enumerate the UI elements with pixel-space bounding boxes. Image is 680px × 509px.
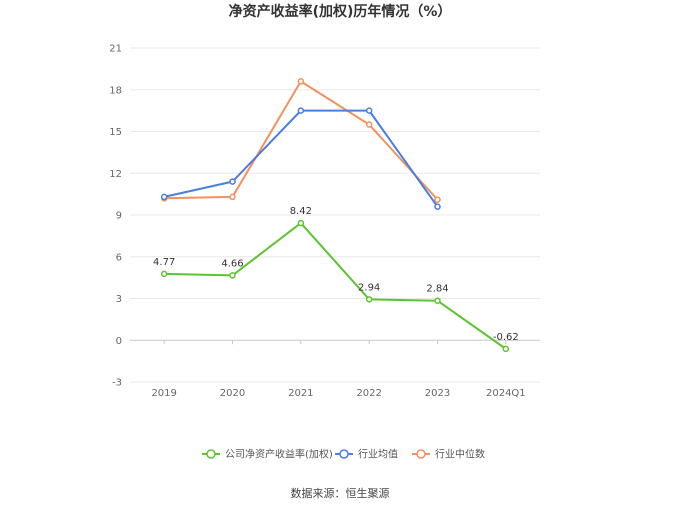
x-tick-label: 2024Q1 xyxy=(486,388,526,399)
y-tick-label: 9 xyxy=(116,211,122,222)
x-axis xyxy=(130,339,540,345)
data-point[interactable] xyxy=(229,178,236,185)
legend-marker-icon xyxy=(206,449,216,459)
legend-label: 行业均值 xyxy=(358,448,398,461)
x-tick-label: 2023 xyxy=(425,388,450,399)
legend-item-1[interactable]: 公司净资产收益率(加权) xyxy=(202,448,333,461)
y-axis-ticks: -3 0 3 6 9 12 15 18 21 xyxy=(109,44,122,389)
series-line xyxy=(164,80,439,201)
data-label: 4.66 xyxy=(221,258,243,269)
data-point[interactable] xyxy=(160,193,168,201)
y-tick-label: 6 xyxy=(116,252,122,263)
data-label: 8.42 xyxy=(290,206,312,217)
data-point[interactable] xyxy=(229,193,236,201)
x-axis-ticks: 2019 2020 2021 2022 2023 2024Q1 xyxy=(151,388,525,399)
series-3 xyxy=(160,78,441,203)
data-point[interactable] xyxy=(434,203,441,210)
grid-lines xyxy=(130,47,540,383)
data-point[interactable] xyxy=(365,121,373,128)
legend: 公司净资产收益率(加权) 行业均值 行业中位数 xyxy=(202,448,485,461)
data-point[interactable] xyxy=(229,272,236,279)
y-tick-label: -3 xyxy=(112,378,122,389)
data-point[interactable] xyxy=(365,107,373,114)
x-tick-label: 2021 xyxy=(288,388,313,399)
data-point[interactable] xyxy=(434,196,441,203)
legend-marker-icon xyxy=(339,449,349,459)
data-label: 2.84 xyxy=(426,284,448,295)
data-point[interactable] xyxy=(297,78,305,85)
data-point[interactable] xyxy=(365,296,373,303)
x-tick-label: 2020 xyxy=(220,388,245,399)
data-label: 4.77 xyxy=(153,257,175,268)
y-tick-label: 18 xyxy=(109,85,122,96)
series-line xyxy=(163,109,439,208)
chart-title: 净资产收益率(加权)历年情况（%） xyxy=(229,3,452,20)
data-point[interactable] xyxy=(502,345,510,353)
legend-label: 行业中位数 xyxy=(435,448,485,461)
series-1: 4.77 4.66 8.42 2.94 2.84 -0.62 xyxy=(153,206,519,353)
series-line xyxy=(164,222,507,350)
x-tick-label: 2022 xyxy=(356,388,381,399)
series-2 xyxy=(160,107,441,210)
legend-label: 公司净资产收益率(加权) xyxy=(225,448,333,461)
x-tick-label: 2019 xyxy=(151,388,176,399)
y-tick-label: 12 xyxy=(109,169,122,180)
y-tick-label: 15 xyxy=(109,127,122,138)
y-tick-label: 0 xyxy=(116,336,122,347)
legend-item-3[interactable]: 行业中位数 xyxy=(412,448,485,461)
legend-item-2[interactable]: 行业均值 xyxy=(335,448,398,461)
data-point[interactable] xyxy=(297,219,305,227)
data-label: -0.62 xyxy=(493,332,519,343)
data-point[interactable] xyxy=(297,107,305,114)
data-label: 2.94 xyxy=(358,282,380,293)
y-tick-label: 21 xyxy=(109,44,122,55)
series-group: 4.77 4.66 8.42 2.94 2.84 -0.62 xyxy=(153,78,519,353)
data-point[interactable] xyxy=(434,297,441,304)
y-tick-label: 3 xyxy=(116,294,122,305)
legend-marker-icon xyxy=(416,449,426,459)
data-point[interactable] xyxy=(160,270,168,278)
source-note: 数据来源：恒生聚源 xyxy=(291,486,390,500)
